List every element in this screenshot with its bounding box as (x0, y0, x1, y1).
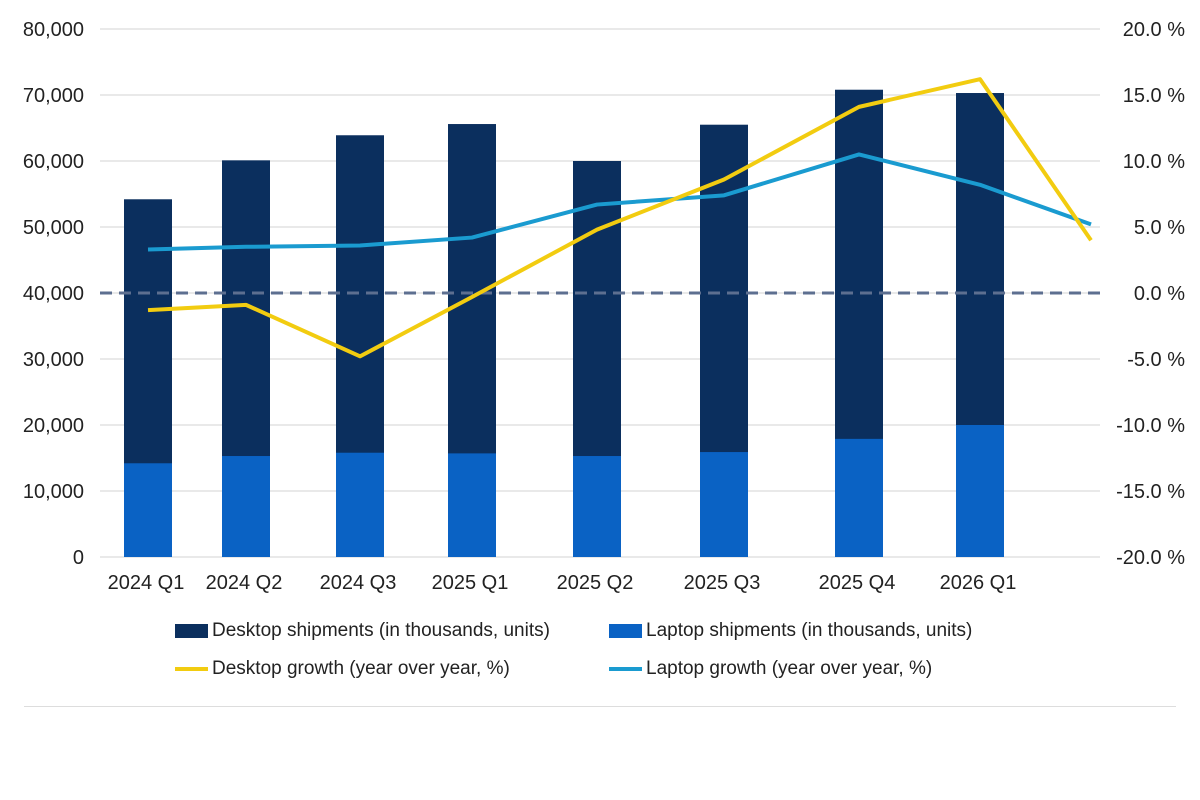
right-axis-tick-label: 10.0 % (1123, 151, 1185, 173)
bar-laptop (124, 463, 172, 557)
left-axis-tick-label: 70,000 (23, 85, 84, 107)
bar-laptop (573, 456, 621, 557)
legend-label: Laptop growth (year over year, %) (646, 658, 933, 679)
legend-label: Laptop shipments (in thousands, units) (646, 620, 973, 641)
x-axis-tick-label: 2024 Q3 (320, 572, 397, 594)
right-axis-tick-label: 20.0 % (1123, 19, 1185, 41)
bar-laptop (222, 456, 270, 557)
x-axis-tick-label: 2024 Q2 (206, 572, 283, 594)
x-axis-tick-label: 2025 Q1 (432, 572, 509, 594)
bar-laptop (448, 453, 496, 557)
legend-item-laptop-growth: Laptop growth (year over year, %) (609, 658, 932, 680)
left-axis-tick-label: 30,000 (23, 349, 84, 371)
x-axis-tick-label: 2025 Q3 (684, 572, 761, 594)
legend-swatch-laptop-growth (609, 667, 642, 671)
bar-laptop (835, 438, 883, 557)
legend-label: Desktop shipments (in thousands, units) (212, 620, 550, 641)
legend-swatch-desktop-growth (175, 667, 208, 671)
legend-item-laptop-shipments: Laptop shipments (in thousands, units) (609, 620, 972, 642)
x-axis-tick-label: 2026 Q1 (940, 572, 1017, 594)
right-axis-tick-label: -10.0 % (1116, 415, 1185, 437)
bar-laptop (956, 425, 1004, 557)
left-axis-tick-label: 50,000 (23, 217, 84, 239)
divider (24, 706, 1176, 707)
bar-laptop (700, 452, 748, 557)
x-axis-tick-label: 2025 Q2 (557, 572, 634, 594)
right-axis-tick-label: 0.0 % (1134, 283, 1185, 305)
right-axis-tick-label: -20.0 % (1116, 547, 1185, 569)
right-axis-tick-label: -5.0 % (1127, 349, 1185, 371)
right-axis-tick-label: 15.0 % (1123, 85, 1185, 107)
legend-item-desktop-shipments: Desktop shipments (in thousands, units) (175, 620, 550, 642)
left-axis-tick-label: 80,000 (23, 19, 84, 41)
left-axis-tick-label: 60,000 (23, 151, 84, 173)
right-axis-tick-label: 5.0 % (1134, 217, 1185, 239)
combo-chart: 0 -20.0 % 10,000 -15.0 % 20,000 -10.0 % 30,000… (23, 19, 1185, 594)
left-axis-tick-label: 0 (73, 547, 84, 569)
left-axis-tick-label: 20,000 (23, 415, 84, 437)
x-axis-tick-label: 2025 Q4 (819, 572, 896, 594)
legend-label: Desktop growth (year over year, %) (212, 658, 510, 679)
legend-swatch-laptop-shipments (609, 624, 642, 638)
left-axis-tick-label: 10,000 (23, 481, 84, 503)
bar-laptop (336, 452, 384, 557)
legend-item-desktop-growth: Desktop growth (year over year, %) (175, 658, 510, 680)
left-axis-tick-label: 40,000 (23, 283, 84, 305)
legend-swatch-desktop-shipments (175, 624, 208, 638)
x-axis-tick-label: 2024 Q1 (108, 572, 185, 594)
right-axis-tick-label: -15.0 % (1116, 481, 1185, 503)
